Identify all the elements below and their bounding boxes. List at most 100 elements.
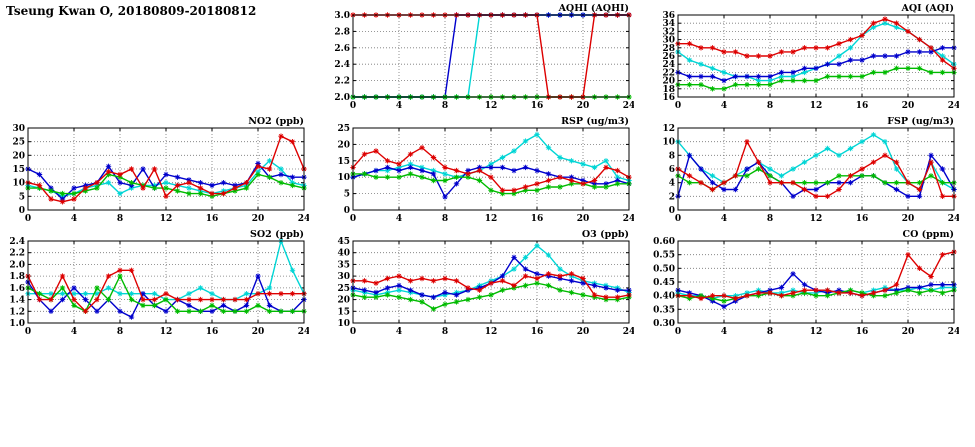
y-tick-label: 2.4 — [334, 60, 350, 70]
chart-title-aqhi: AQHI (AQHI) — [558, 3, 629, 14]
x-tick-label: 8 — [767, 101, 773, 111]
y-tick-label: 25 — [337, 124, 350, 134]
chart-title-no2: NO2 (ppb) — [248, 116, 304, 127]
y-tick-label: 1.4 — [9, 296, 25, 306]
y-tick-label: 32 — [662, 27, 675, 37]
y-tick-label: 2.6 — [334, 44, 350, 54]
blue-series-markers — [675, 152, 957, 199]
x-tick-label: 24 — [623, 214, 634, 224]
x-tick-label: 16 — [856, 214, 869, 224]
charts-grid: Tseung Kwan O, 20180809-20180812 0 4 8 12 16… — [1, 2, 960, 339]
x-tick-label: 4 — [396, 214, 402, 224]
chart-cell-co: 0 4 8 12 16 20 24 0.30 0.35 0.40 0.45 0.50 0.55 0.60 C… — [651, 228, 960, 339]
y-tick-label: 34 — [662, 19, 675, 29]
x-tick-label: 0 — [350, 101, 356, 111]
x-tick-label: 8 — [442, 327, 448, 337]
x-tick-label: 24 — [298, 327, 309, 337]
x-tick-label: 0 — [350, 327, 356, 337]
x-tick-label: 8 — [117, 327, 123, 337]
x-tick-label: 0 — [675, 101, 681, 111]
x-tick-label: 16 — [856, 101, 869, 111]
y-tick-label: 0.50 — [653, 264, 675, 274]
x-tick-label: 0 — [675, 327, 681, 337]
y-tick-label: 6 — [669, 165, 675, 175]
y-tick-label: 25 — [12, 138, 25, 148]
y-tick-label: 15 — [337, 307, 350, 317]
chart-title-so2: SO2 (ppb) — [250, 229, 304, 240]
y-tick-label: 5 — [344, 190, 350, 200]
y-tick-label: 12 — [662, 124, 675, 134]
y-tick-label: 28 — [662, 44, 675, 54]
blue-series-markers — [350, 12, 632, 100]
x-tick-label: 20 — [577, 327, 590, 337]
y-tick-label: 30 — [12, 124, 25, 134]
x-tick-label: 4 — [721, 327, 727, 337]
y-tick-label: 0.35 — [653, 305, 675, 315]
y-tick-label: 0 — [669, 206, 675, 216]
y-tick-label: 10 — [12, 179, 25, 189]
x-tick-label: 24 — [298, 214, 309, 224]
x-tick-label: 4 — [396, 327, 402, 337]
y-tick-label: 26 — [662, 52, 675, 62]
x-tick-label: 12 — [810, 327, 823, 337]
y-tick-label: 20 — [337, 296, 350, 306]
x-tick-label: 0 — [350, 214, 356, 224]
x-tick-label: 0 — [25, 214, 31, 224]
x-tick-label: 12 — [160, 214, 173, 224]
x-tick-label: 16 — [206, 214, 219, 224]
y-tick-label: 10 — [337, 319, 350, 329]
y-tick-label: 25 — [337, 284, 350, 294]
y-tick-label: 45 — [337, 237, 350, 247]
x-tick-label: 20 — [902, 101, 915, 111]
chart-so2: 0 4 8 12 16 20 24 1.0 1.21.4 1.6 1.8 2.02.2 2.4 SO2 (… — [9, 229, 310, 337]
x-tick-label: 16 — [531, 101, 544, 111]
y-tick-label: 35 — [337, 260, 350, 270]
x-tick-label: 4 — [721, 214, 727, 224]
chart-cell-fsp: 0 4 8 12 16 20 24 0 2 4 6 8 10 12 FSP (ug/m3) — [651, 115, 960, 226]
y-tick-label: 0 — [344, 206, 350, 216]
y-tick-label: 36 — [662, 11, 675, 21]
chart-cell-no2: 0 4 8 12 16 20 24 0 5 10 15 20 25 30 NO2 (ppb) — [1, 115, 310, 226]
cyan-series-markers — [350, 12, 632, 100]
x-tick-label: 20 — [252, 214, 265, 224]
x-tick-label: 16 — [206, 327, 219, 337]
x-tick-label: 8 — [117, 214, 123, 224]
y-tick-label: 0.60 — [653, 237, 675, 247]
y-tick-label: 5 — [19, 192, 25, 202]
y-tick-label: 2 — [669, 192, 675, 202]
y-tick-label: 1.6 — [9, 284, 25, 294]
chart-cell-aqi: 0 4 8 12 16 20 24 16 18 20 22 24 26 28 30 32 34 36 AQI (AQ… — [651, 2, 960, 113]
x-tick-label: 8 — [767, 214, 773, 224]
y-tick-label: 40 — [337, 249, 350, 259]
x-tick-label: 20 — [577, 101, 590, 111]
y-tick-label: 10 — [662, 138, 675, 148]
x-tick-label: 24 — [948, 327, 959, 337]
y-tick-label: 20 — [337, 140, 350, 150]
x-tick-label: 16 — [531, 214, 544, 224]
chart-rsp: 0 4 8 12 16 20 24 0 5 10 15 20 25 RSP (ug/m3) — [337, 116, 635, 224]
y-tick-label: 4 — [669, 179, 675, 189]
y-tick-label: 2.2 — [334, 77, 350, 87]
chart-cell-so2: 0 4 8 12 16 20 24 1.0 1.2 1.4 1.6 1.8 2.0 2.2 2.4 SO2 (… — [1, 228, 310, 339]
x-tick-label: 0 — [675, 214, 681, 224]
y-tick-label: 2.8 — [334, 27, 350, 37]
y-tick-label: 0.40 — [653, 292, 675, 302]
y-tick-label: 18 — [662, 85, 675, 95]
x-tick-label: 16 — [856, 327, 869, 337]
chart-cell-o3: 0 4 8 12 16 20 24 10 15 20 25 30 35 40 45 O3 (ppb) — [326, 228, 635, 339]
x-tick-label: 4 — [721, 101, 727, 111]
x-tick-label: 4 — [71, 327, 77, 337]
y-tick-label: 0.55 — [653, 251, 675, 261]
y-tick-label: 1.0 — [9, 319, 25, 329]
y-tick-label: 20 — [662, 77, 675, 87]
chart-title-aqi: AQI (AQI) — [901, 3, 954, 14]
y-tick-label: 2.4 — [9, 237, 25, 247]
chart-aqhi: 0 4 8 12 16 20 24 2.0 2.2 2.4 2.6 2.8 3.0 AQHI (AQHI) — [334, 3, 635, 111]
chart-cell-aqhi: 0 4 8 12 16 20 24 2.0 2.2 2.4 2.6 2.8 3.0 AQHI (AQHI) — [326, 2, 635, 113]
y-tick-label: 0.45 — [653, 278, 675, 288]
y-tick-label: 2.2 — [9, 249, 25, 259]
chart-no2: 0 4 8 12 16 20 24 0 5 10 15 20 25 30 NO2 (ppb) — [12, 116, 310, 224]
x-tick-label: 4 — [71, 214, 77, 224]
y-tick-label: 0.30 — [653, 319, 675, 329]
y-tick-label: 1.2 — [9, 307, 25, 317]
